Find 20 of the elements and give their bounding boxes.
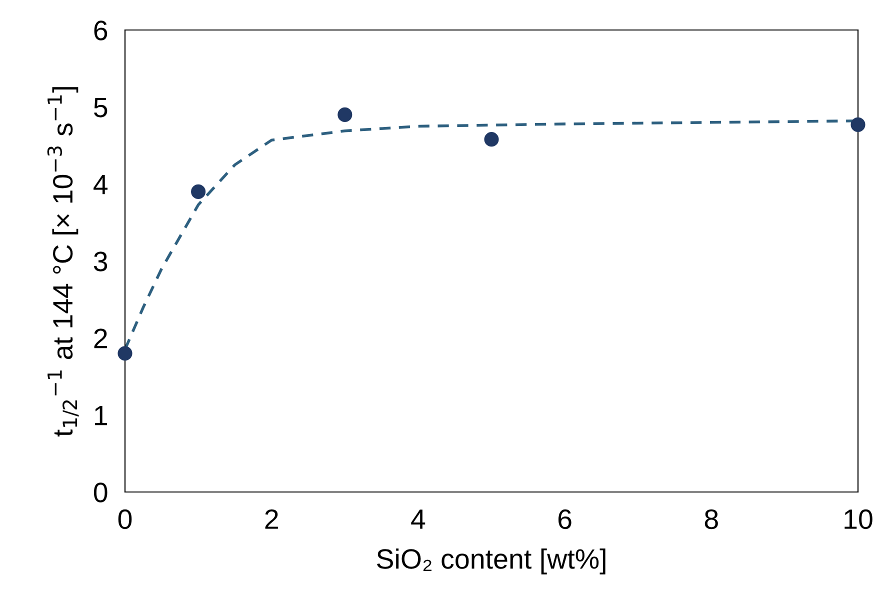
y-tick-label: 5 (94, 98, 108, 118)
y-tick-label: 6 (94, 20, 108, 40)
x-axis-title: SiO₂ content [wt%] (376, 548, 606, 574)
y-axis-title: t$_{1/2}$$^{−1}$ at 144 °C [× 10$^{−3}$ s$^{−1}$] (47, 87, 79, 437)
x-tick-label: 6 (558, 509, 572, 530)
x-tick-label: 4 (411, 510, 426, 529)
x-tick-label: 0 (118, 509, 132, 530)
y-tick-label: 3 (94, 252, 108, 272)
point (850, 117, 866, 132)
y-tick-label: 1 (95, 406, 107, 426)
x-tick-label: 2 (265, 509, 278, 529)
x-tick-label: 8 (704, 509, 718, 530)
point (338, 107, 352, 122)
y-tick-label: 2 (94, 328, 107, 348)
point (118, 346, 132, 361)
x-tick-label: 10 (844, 509, 872, 530)
point (191, 184, 206, 199)
y-tick-label: 0 (94, 482, 108, 502)
y-tick-label: 4 (94, 174, 108, 194)
point (484, 132, 499, 147)
